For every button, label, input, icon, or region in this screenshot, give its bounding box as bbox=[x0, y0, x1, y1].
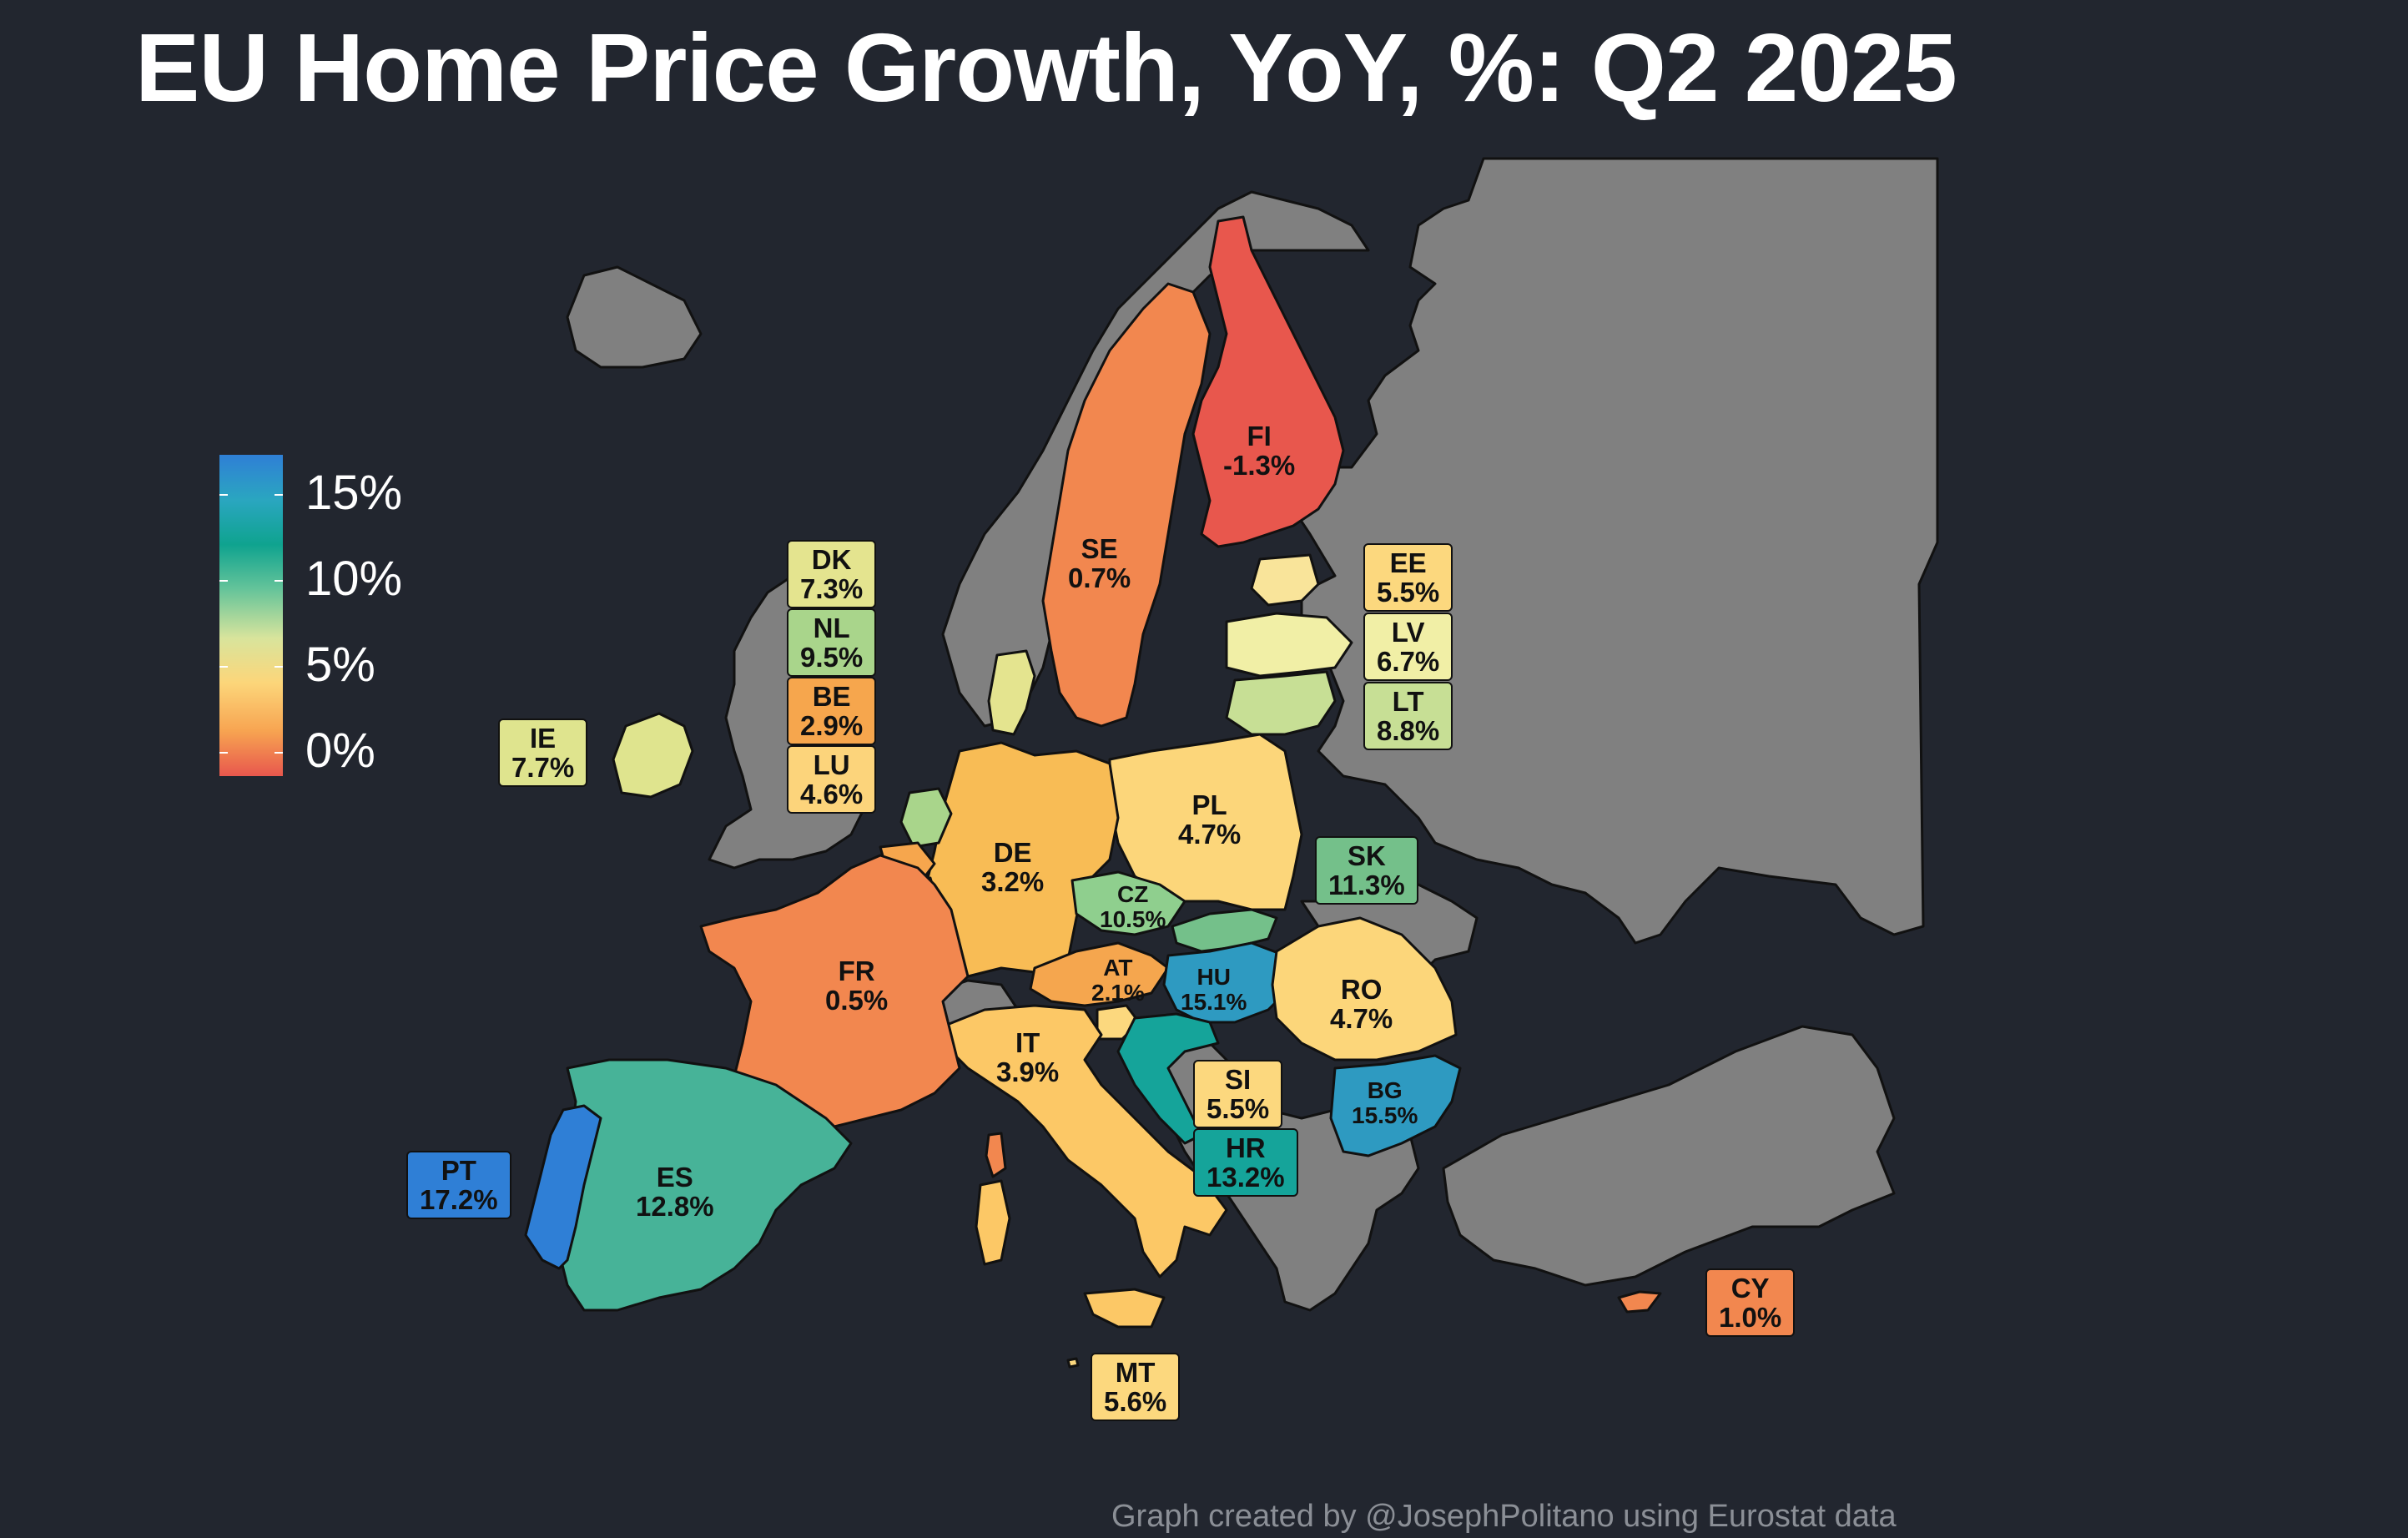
legend-tick bbox=[275, 494, 283, 496]
country-hu bbox=[1162, 941, 1295, 1024]
label-ee: EE 5.5% bbox=[1363, 543, 1453, 612]
country-dk bbox=[987, 649, 1036, 736]
country-cy bbox=[1617, 1290, 1662, 1314]
legend-tick bbox=[275, 666, 283, 668]
label-de: DE 3.2% bbox=[981, 837, 1045, 897]
label-fr: FR 0.5% bbox=[825, 956, 889, 1016]
country-lt bbox=[1225, 670, 1337, 736]
legend-tick bbox=[219, 752, 228, 754]
label-cz: CZ 10.5% bbox=[1100, 881, 1166, 932]
country-lv bbox=[1225, 612, 1353, 678]
country-sk bbox=[1171, 908, 1278, 953]
label-lv: LV 6.7% bbox=[1363, 613, 1453, 681]
legend-tick bbox=[219, 580, 228, 582]
label-sk: SK 11.3% bbox=[1315, 836, 1418, 905]
label-mt: MT 5.6% bbox=[1091, 1353, 1181, 1421]
country-fi bbox=[1191, 215, 1345, 548]
label-cy: CY 1.0% bbox=[1705, 1268, 1796, 1337]
country-ro bbox=[1271, 916, 1458, 1061]
country-ee bbox=[1250, 553, 1320, 607]
source-caption: Graph created by @JosephPolitano using E… bbox=[1111, 1499, 1897, 1534]
country-pt bbox=[524, 1104, 602, 1270]
label-ro: RO 4.7% bbox=[1330, 974, 1393, 1034]
label-se: SE 0.7% bbox=[1068, 533, 1131, 593]
country-bg bbox=[1329, 1054, 1462, 1157]
country-it-sardinia bbox=[975, 1179, 1011, 1266]
label-si: SI 5.5% bbox=[1193, 1060, 1283, 1128]
turkey-land bbox=[1442, 1025, 1896, 1287]
country-hr bbox=[1116, 1012, 1220, 1145]
russia-east-land bbox=[1292, 157, 1939, 945]
country-ie bbox=[612, 712, 694, 799]
iceland-land bbox=[566, 265, 703, 369]
country-pl bbox=[1108, 733, 1303, 911]
legend-tick bbox=[275, 580, 283, 582]
label-lt: LT 8.8% bbox=[1363, 682, 1453, 750]
legend-label-15: 15% bbox=[305, 466, 403, 520]
label-hr: HR 13.2% bbox=[1193, 1128, 1298, 1197]
legend-tick bbox=[219, 666, 228, 668]
country-se bbox=[1041, 282, 1212, 728]
legend-tick bbox=[219, 494, 228, 496]
country-fr-corsica bbox=[985, 1132, 1007, 1178]
label-dk: DK 7.3% bbox=[787, 540, 877, 608]
country-nl bbox=[899, 787, 953, 849]
label-nl: NL 9.5% bbox=[787, 608, 877, 677]
label-bg: BG 15.5% bbox=[1352, 1077, 1418, 1128]
legend-label-10: 10% bbox=[305, 552, 403, 606]
country-fr bbox=[699, 854, 970, 1128]
country-cz bbox=[1071, 870, 1186, 936]
map-title: EU Home Price Growth, YoY, %: Q2 2025 bbox=[135, 13, 1957, 122]
label-es: ES 12.8% bbox=[636, 1162, 714, 1222]
country-mt bbox=[1066, 1357, 1080, 1369]
legend-label-5: 5% bbox=[305, 638, 375, 692]
legend-colorbar bbox=[219, 455, 283, 776]
label-be: BE 2.9% bbox=[787, 677, 877, 745]
label-hu: HU 15.1% bbox=[1181, 964, 1247, 1015]
label-pl: PL 4.7% bbox=[1178, 789, 1242, 850]
label-at: AT 2.1% bbox=[1091, 955, 1145, 1006]
country-at bbox=[1029, 941, 1170, 1007]
label-ie: IE 7.7% bbox=[498, 719, 588, 787]
legend-label-0: 0% bbox=[305, 724, 375, 778]
label-pt: PT 17.2% bbox=[406, 1151, 511, 1219]
label-fi: FI -1.3% bbox=[1223, 421, 1296, 481]
label-lu: LU 4.6% bbox=[787, 745, 877, 814]
label-it: IT 3.9% bbox=[996, 1027, 1060, 1087]
country-it-sicily bbox=[1083, 1288, 1166, 1329]
legend-tick bbox=[275, 752, 283, 754]
country-it bbox=[941, 1004, 1228, 1278]
